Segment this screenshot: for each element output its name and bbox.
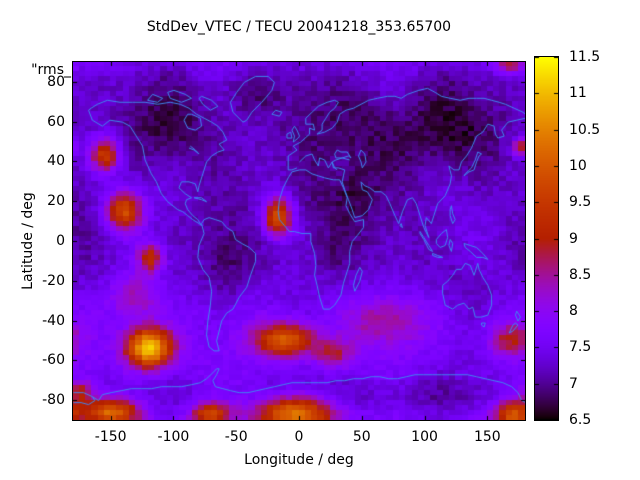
y-tick-label: -20	[42, 272, 65, 289]
colorbar-tick-label: 7.5	[569, 339, 592, 356]
colorbar-tick-label: 8.5	[569, 266, 592, 283]
y-tick-label: -60	[42, 352, 65, 369]
y-tick-label: 60	[47, 113, 65, 130]
y-tick-label: 0	[56, 233, 65, 249]
colorbar-tick-label: 10.5	[569, 121, 601, 138]
colorbar-tick-label: 11	[569, 85, 587, 102]
y-tick-label: 20	[47, 193, 65, 210]
colorbar-tick-label: 9.5	[569, 194, 592, 211]
x-axis-label: Longitude / deg	[244, 452, 354, 468]
x-tick-label: 100	[411, 429, 438, 445]
colorbar-tick-label: 6.5	[569, 412, 592, 428]
x-tick-label: 50	[352, 429, 371, 445]
colorbar-gradient-canvas	[535, 57, 558, 420]
colorbar-tick-label: 9	[569, 230, 578, 247]
colorbar-tick-label: 11.5	[569, 49, 601, 65]
y-tick-label: -80	[42, 392, 65, 409]
y-tick-label: 40	[47, 153, 65, 170]
colorbar	[534, 56, 559, 421]
x-tick-label: -100	[157, 429, 190, 445]
y-tick-label: -40	[42, 312, 65, 329]
colorbar-tick-label: 7	[569, 375, 578, 392]
y-tick-label: 80	[47, 73, 65, 90]
map-heatmap-canvas	[73, 62, 525, 420]
x-tick-label: -150	[94, 429, 127, 445]
x-tick-label: 0	[294, 429, 304, 445]
plot-area	[72, 61, 526, 421]
x-tick-label: 150	[473, 429, 501, 445]
colorbar-tick-label: 8	[569, 303, 578, 320]
chart-title: StdDev_VTEC / TECU 20041218_353.65700	[146, 19, 452, 35]
y-axis-label: Latitude / deg	[20, 192, 36, 290]
x-tick-label: -50	[224, 429, 248, 445]
colorbar-tick-label: 10	[569, 157, 587, 174]
series-key-label: "rms_	[31, 62, 71, 78]
